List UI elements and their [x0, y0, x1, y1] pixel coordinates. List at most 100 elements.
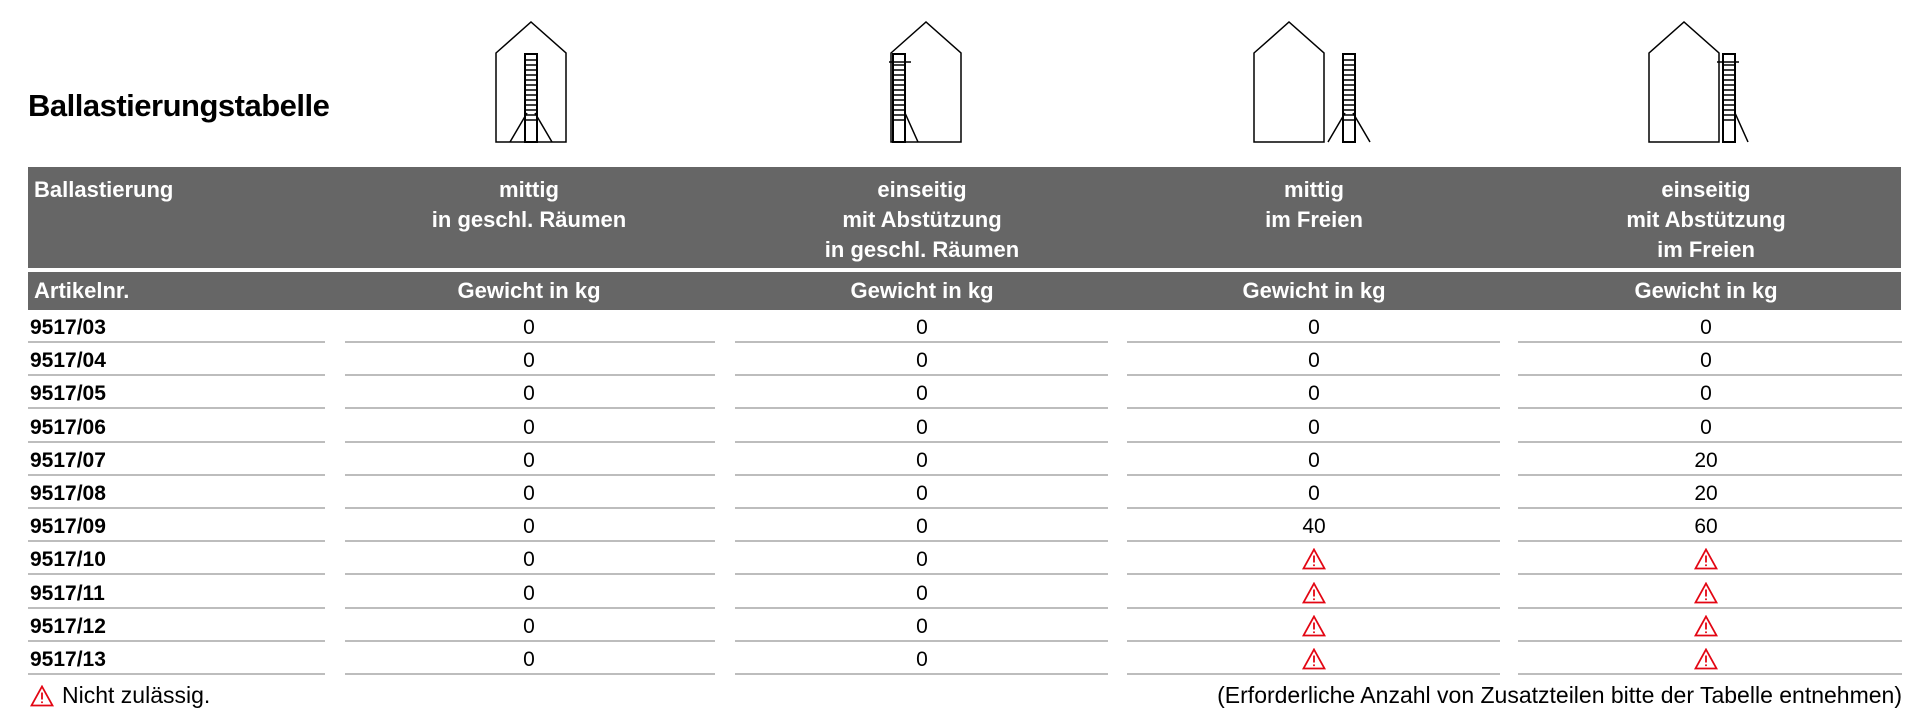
- row-divider: [345, 540, 715, 543]
- row-divider: [735, 341, 1108, 343]
- row-divider: [345, 673, 715, 675]
- weight-value: 60: [1694, 515, 1718, 539]
- row-divider: [1127, 374, 1500, 377]
- weight-value: 0: [523, 614, 535, 638]
- subheader-weight-4: Gewicht in kg: [1634, 278, 1778, 303]
- article-number: 9517/06: [30, 415, 106, 439]
- weight-value: 0: [916, 448, 928, 472]
- header-ballastierung: Ballastierung: [34, 177, 174, 202]
- subheader-weight-2: Gewicht in kg: [850, 278, 994, 303]
- weight-value: 0: [1308, 448, 1320, 472]
- table-row: 9517/11 0 0: [0, 576, 1920, 609]
- weight-value: 0: [916, 648, 928, 671]
- weight-value: 20: [1694, 448, 1718, 472]
- row-divider: [1127, 540, 1500, 543]
- row-divider: [1127, 573, 1500, 576]
- table-row: 9517/03 0 0 0 0: [0, 310, 1920, 343]
- weight-value: 0: [916, 581, 928, 605]
- weight-value: 0: [1700, 349, 1712, 373]
- row-divider: [1127, 606, 1500, 609]
- row-divider: [1127, 673, 1500, 675]
- row-divider: [1127, 507, 1500, 509]
- table-row: 9517/12 0 0: [0, 609, 1920, 642]
- row-divider: [28, 507, 325, 509]
- weight-value: 0: [1308, 415, 1320, 439]
- warning-triangle-icon: [1301, 614, 1327, 642]
- row-divider: [1518, 341, 1902, 343]
- row-divider: [735, 374, 1108, 377]
- row-divider: [28, 374, 325, 377]
- row-divider: [1518, 639, 1902, 642]
- header-col-4: einseitig mit Abstützung im Freien: [1626, 175, 1785, 265]
- header-col-1: mittig in geschl. Räumen: [432, 175, 626, 235]
- weight-value: 0: [916, 515, 928, 539]
- table-row: 9517/05 0 0 0 0: [0, 376, 1920, 410]
- weight-value: 0: [523, 548, 535, 572]
- row-divider: [28, 440, 325, 443]
- table-note: (Erforderliche Anzahl von Zusatzteilen b…: [1217, 682, 1902, 708]
- weight-value: 0: [523, 515, 535, 539]
- row-divider: [1127, 341, 1500, 343]
- article-number: 9517/07: [30, 448, 106, 472]
- row-divider: [1127, 473, 1500, 476]
- row-divider: [28, 407, 325, 410]
- warning-triangle-icon: [1301, 548, 1327, 575]
- weight-value: 0: [1308, 349, 1320, 373]
- table-header: Ballastierung mittig in geschl. Räumen e…: [28, 167, 1901, 268]
- header-col-3: mittig im Freien: [1265, 175, 1363, 235]
- article-number: 9517/13: [30, 648, 106, 671]
- house-ladder-side-indoor-icon: [889, 20, 962, 143]
- weight-value: 0: [1308, 482, 1320, 505]
- warning-triangle-icon: [1301, 581, 1327, 609]
- row-divider: [1127, 440, 1500, 443]
- ladder-icon: [509, 53, 553, 143]
- warning-triangle-icon: [1693, 581, 1719, 609]
- row-divider: [735, 606, 1108, 609]
- row-divider: [1518, 407, 1902, 410]
- row-divider: [345, 507, 715, 509]
- weight-value: 0: [916, 349, 928, 373]
- house-ladder-center-indoor-icon: [495, 20, 567, 143]
- row-divider: [345, 341, 715, 343]
- row-divider: [735, 540, 1108, 543]
- header-line: im Freien: [1657, 237, 1755, 262]
- article-number: 9517/04: [30, 349, 106, 373]
- header-line: mittig: [1284, 177, 1344, 202]
- row-divider: [28, 573, 325, 576]
- article-number: 9517/09: [30, 515, 106, 539]
- house-ladder-center-outdoor-icon: [1253, 20, 1371, 143]
- row-divider: [345, 407, 715, 410]
- row-divider: [735, 440, 1108, 443]
- ladder-icon: [1327, 53, 1371, 143]
- house-ladder-side-outdoor-icon: [1648, 20, 1749, 143]
- header-line: einseitig: [1661, 177, 1751, 202]
- row-divider: [28, 341, 325, 343]
- table-row: 9517/09 0 0 40 60: [0, 509, 1920, 543]
- header-line: einseitig: [877, 177, 967, 202]
- weight-value: 0: [523, 648, 535, 671]
- weight-value: 0: [916, 548, 928, 572]
- weight-value: 0: [916, 482, 928, 505]
- warning-triangle-icon: [1693, 647, 1719, 675]
- warning-triangle-icon: [1693, 548, 1719, 575]
- page-title: Ballastierungstabelle: [28, 88, 330, 123]
- row-divider: [1518, 374, 1902, 377]
- article-number: 9517/03: [30, 316, 106, 339]
- weight-value: 0: [916, 316, 928, 339]
- row-divider: [735, 673, 1108, 675]
- ladder-icon: [889, 53, 919, 143]
- article-number: 9517/10: [30, 548, 106, 572]
- article-number: 9517/12: [30, 614, 106, 638]
- row-divider: [1518, 540, 1902, 543]
- row-divider: [345, 639, 715, 642]
- row-divider: [1518, 573, 1902, 576]
- table-row: 9517/13 0 0: [0, 642, 1920, 675]
- row-divider: [1127, 407, 1500, 410]
- row-divider: [345, 606, 715, 609]
- subheader-weight-1: Gewicht in kg: [457, 278, 601, 303]
- weight-value: 0: [1700, 316, 1712, 339]
- row-divider: [735, 639, 1108, 642]
- subheader-weight-3: Gewicht in kg: [1242, 278, 1386, 303]
- row-divider: [345, 374, 715, 377]
